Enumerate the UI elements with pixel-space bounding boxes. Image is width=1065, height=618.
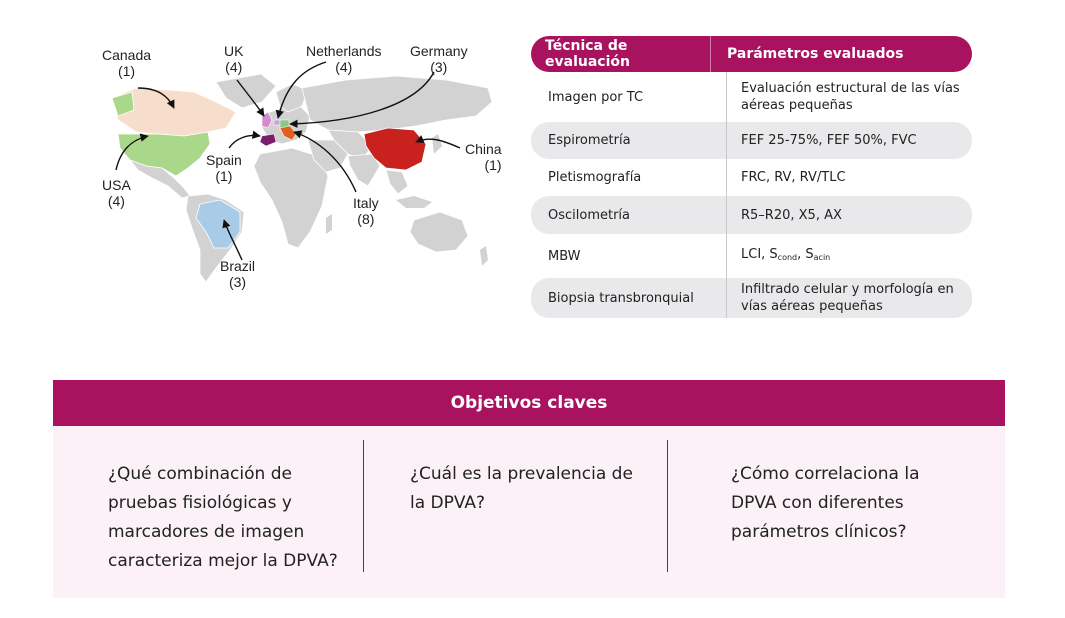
row-technique: Espirometría (548, 133, 631, 148)
label-germany-name: Germany (410, 43, 468, 59)
objective-item: ¿Cuál es la prevalencia de la DPVA? (410, 464, 633, 513)
arrow-italy (293, 130, 357, 193)
mbw-sub-cond: cond (777, 253, 798, 262)
objectives-panel: Objetivos claves ¿Qué combinación de pru… (53, 380, 1005, 598)
objectives-title: Objetivos claves (53, 380, 1005, 426)
row-parameters-text: LCI, Scond, Sacin (741, 246, 830, 266)
label-canada: Canada (1) (102, 47, 151, 79)
world-map (111, 61, 493, 283)
table-row: Imagen por TC Evaluación estructural de … (531, 72, 972, 122)
table-row: Biopsia transbronquial Infiltrado celula… (531, 278, 972, 318)
row-parameters: Infiltrado celular y morfología en vías … (726, 278, 972, 318)
spain-shape (259, 133, 277, 147)
label-canada-name: Canada (102, 47, 152, 63)
row-parameters-text: FRC, RV, RV/TLC (741, 170, 846, 185)
label-uk: UK (4) (224, 43, 243, 75)
arrow-usa (115, 133, 149, 171)
japan-shape (432, 134, 442, 154)
label-germany-count: (3) (430, 59, 448, 75)
madagascar-shape (326, 214, 332, 234)
arrow-canada (137, 87, 175, 109)
arrow-spain (228, 130, 261, 149)
label-china-name: China (465, 141, 502, 157)
row-parameters: Evaluación estructural de las vías aérea… (726, 72, 972, 122)
arrow-uk (236, 79, 265, 117)
technique-table: Técnica de evaluación Parámetros evaluad… (531, 36, 972, 318)
netherlands-shape (273, 119, 281, 126)
southeast-asia-shape (385, 169, 409, 195)
row-parameters-text: Infiltrado celular y morfología en vías … (741, 282, 954, 314)
china-shape (363, 127, 427, 171)
row-technique: Oscilometría (548, 207, 631, 223)
label-brazil: Brazil (3) (220, 258, 255, 290)
row-parameters-text: FEF 25-75%, FEF 50%, FVC (741, 133, 917, 148)
indonesia-shape (396, 196, 432, 208)
label-germany: Germany (3) (410, 43, 468, 75)
new-zealand-shape (480, 246, 488, 266)
row-parameters: R5–R20, X5, AX (726, 196, 972, 234)
label-brazil-name: Brazil (220, 258, 256, 274)
scandinavia-shape (275, 83, 309, 113)
objective-item: ¿Cómo correlaciona la DPVA con diferente… (731, 464, 920, 542)
label-netherlands-name: Netherlands (306, 43, 382, 59)
row-parameters-text: R5–R20, X5, AX (741, 207, 842, 223)
label-spain-name: Spain (206, 152, 242, 168)
row-parameters: LCI, Scond, Sacin (726, 234, 972, 278)
row-parameters: FEF 25-75%, FEF 50%, FVC (726, 122, 972, 159)
arrow-netherlands (275, 61, 327, 119)
mbw-sub-acin: acin (813, 253, 831, 262)
label-china-count: (1) (484, 157, 502, 173)
arrow-germany (289, 71, 435, 128)
label-usa: USA (4) (102, 177, 131, 209)
table-row: Oscilometría R5–R20, X5, AX (531, 196, 972, 234)
world-map-figure: Canada (1) UK (4) Netherlands (4) German… (96, 36, 508, 290)
arrow-brazil (222, 219, 243, 261)
row-parameters-text: Evaluación estructural de las vías aérea… (741, 81, 960, 113)
objective-divider (363, 440, 364, 572)
table-row: Pletismografía FRC, RV, RV/TLC (531, 159, 972, 196)
label-uk-count: (4) (225, 59, 243, 75)
label-italy: Italy (8) (353, 195, 379, 227)
objective-divider (667, 440, 668, 572)
header-technique: Técnica de evaluación (545, 38, 630, 70)
label-usa-name: USA (102, 177, 131, 193)
row-technique: MBW (548, 248, 581, 264)
label-china: China (1) (465, 141, 502, 173)
uk-shape (261, 111, 273, 129)
label-uk-name: UK (224, 43, 244, 59)
label-italy-count: (8) (357, 211, 375, 227)
label-spain-count: (1) (215, 168, 233, 184)
brazil-shape (195, 199, 241, 249)
label-usa-count: (4) (107, 193, 125, 209)
row-technique: Biopsia transbronquial (548, 290, 694, 306)
objectives-body: ¿Qué combinación de pruebas fisiológicas… (53, 426, 1005, 598)
objective-item: ¿Qué combinación de pruebas fisiológicas… (108, 464, 338, 571)
arrow-china (415, 135, 461, 149)
mbw-prefix: LCI, S (741, 247, 778, 262)
label-netherlands-count: (4) (335, 59, 353, 75)
label-italy-name: Italy (353, 195, 379, 211)
table-row: Espirometría FEF 25-75%, FEF 50%, FVC (531, 122, 972, 159)
row-parameters: FRC, RV, RV/TLC (726, 159, 972, 196)
table-header: Técnica de evaluación Parámetros evaluad… (531, 36, 972, 72)
label-canada-count: (1) (117, 63, 136, 79)
row-technique: Pletismografía (548, 170, 642, 185)
mbw-sep: , S (797, 247, 814, 262)
canada-shape (111, 87, 237, 137)
alaska-shape (111, 91, 135, 117)
label-netherlands: Netherlands (4) (306, 43, 382, 75)
label-brazil-count: (3) (228, 274, 247, 290)
table-row: MBW LCI, Scond, Sacin (531, 234, 972, 278)
australia-shape (409, 211, 469, 253)
header-parameters: Parámetros evaluados (710, 36, 972, 72)
row-technique: Imagen por TC (548, 89, 644, 105)
label-spain: Spain (1) (206, 152, 242, 184)
